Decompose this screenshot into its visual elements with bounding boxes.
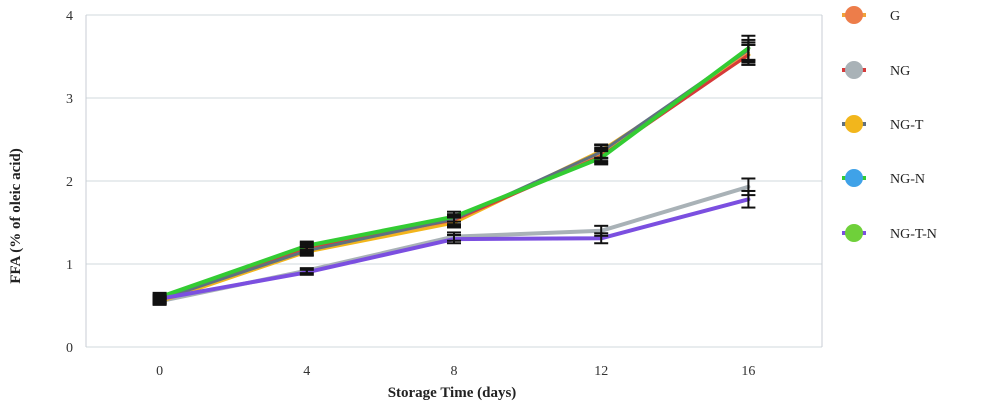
series-error-bar-ng-t-n	[741, 189, 756, 209]
x-axis-label: Storage Time (days)	[388, 385, 517, 401]
legend-marker-swatch	[845, 6, 863, 24]
y-tick-label: 2	[66, 175, 73, 190]
legend-label: NG	[890, 64, 910, 79]
y-axis-label: FFA (% of oleic acid)	[8, 148, 24, 284]
grid-lines	[86, 14, 822, 348]
legend-item-g: G	[842, 6, 900, 24]
legend-label: NG-T-N	[890, 227, 937, 242]
legend-item-ng: NG	[842, 61, 910, 79]
series-error-bar-ng-n	[594, 150, 609, 166]
x-tick-label: 16	[741, 364, 755, 379]
series-error-bar-ng-t-n	[447, 233, 461, 245]
legend-label: G	[890, 9, 900, 24]
y-tick-label: 4	[66, 9, 73, 24]
legend-marker-swatch	[845, 115, 863, 133]
axes	[85, 15, 823, 347]
series-error-bar-ng-t-n	[594, 232, 609, 245]
error-bars	[152, 34, 756, 306]
series-lines	[157, 46, 751, 304]
x-tick-label: 0	[156, 364, 163, 379]
y-tick-label: 0	[66, 341, 73, 356]
series-error-bar-ng-n	[741, 34, 756, 62]
x-tick-label: 4	[303, 364, 310, 379]
series-line-ng-n	[157, 46, 751, 300]
start-point-marker	[152, 291, 167, 306]
legend-item-ng-t: NG-T	[842, 115, 924, 133]
series-error-bar-ng-n	[447, 210, 461, 223]
series-error-bar-ng-t-n	[299, 268, 314, 276]
y-tick-label: 3	[66, 92, 73, 107]
legend: G NG NG-T NG-N NG-T-N	[842, 6, 937, 242]
legend-item-ng-n: NG-N	[842, 169, 925, 187]
x-tick-label: 12	[594, 364, 608, 379]
x-tick-label: 8	[451, 364, 458, 379]
legend-label: NG-N	[890, 172, 925, 187]
legend-marker-swatch	[845, 61, 863, 79]
legend-label: NG-T	[890, 118, 924, 133]
series-line-g	[158, 50, 750, 301]
series-line-ng-t	[158, 48, 750, 302]
legend-item-ng-t-n: NG-T-N	[842, 224, 937, 242]
legend-marker-swatch	[845, 169, 863, 187]
y-tick-label: 1	[66, 258, 73, 273]
series-error-bar-ng-n	[299, 240, 314, 251]
legend-marker-swatch	[845, 224, 863, 242]
